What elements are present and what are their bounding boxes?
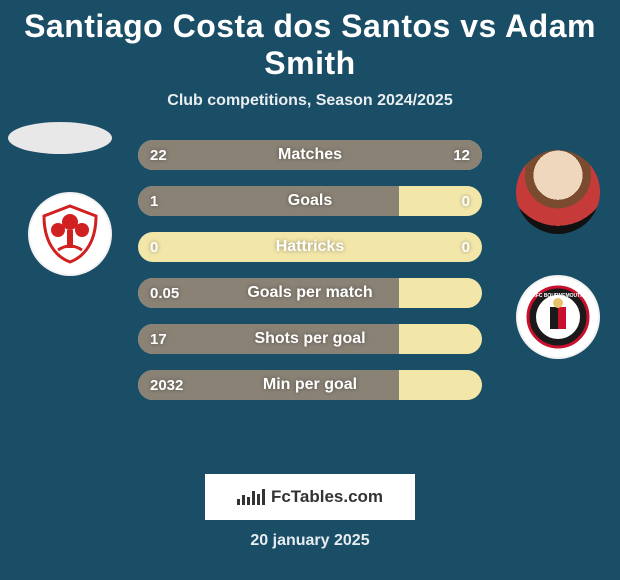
player2-club-badge: AFC BOURNEMOUTH <box>516 275 600 359</box>
player2-avatar <box>516 150 600 234</box>
stat-label: Goals per match <box>138 278 482 308</box>
stat-bars: 22 12 Matches 1 0 Goals 0 0 Hattricks <box>138 140 482 416</box>
footer-brand: FcTables.com <box>237 487 383 507</box>
comparison-subtitle: Club competitions, Season 2024/2025 <box>0 92 620 110</box>
footer-brand-box: FcTables.com <box>205 474 415 520</box>
stat-label: Matches <box>138 140 482 170</box>
bournemouth-badge-icon: AFC BOURNEMOUTH <box>526 285 590 349</box>
stat-label: Min per goal <box>138 370 482 400</box>
forest-badge-icon <box>38 202 102 266</box>
player1-club-badge <box>28 192 112 276</box>
stat-row-gpm: 0.05 Goals per match <box>138 278 482 308</box>
svg-text:AFC BOURNEMOUTH: AFC BOURNEMOUTH <box>532 293 584 299</box>
comparison-date: 20 january 2025 <box>0 532 620 550</box>
player1-avatar-placeholder <box>8 122 112 154</box>
stat-row-mpg: 2032 Min per goal <box>138 370 482 400</box>
comparison-title: Santiago Costa dos Santos vs Adam Smith <box>0 0 620 82</box>
stat-label: Goals <box>138 186 482 216</box>
stat-row-goals: 1 0 Goals <box>138 186 482 216</box>
stat-label: Shots per goal <box>138 324 482 354</box>
comparison-stage: AFC BOURNEMOUTH 22 12 Matches 1 0 Goals <box>0 140 620 460</box>
bar-chart-icon <box>237 489 265 505</box>
footer-brand-text: FcTables.com <box>271 487 383 507</box>
stat-row-matches: 22 12 Matches <box>138 140 482 170</box>
stat-row-spg: 17 Shots per goal <box>138 324 482 354</box>
comparison-content: AFC BOURNEMOUTH 22 12 Matches 1 0 Goals <box>0 140 620 550</box>
stat-label: Hattricks <box>138 232 482 262</box>
stat-row-hattricks: 0 0 Hattricks <box>138 232 482 262</box>
